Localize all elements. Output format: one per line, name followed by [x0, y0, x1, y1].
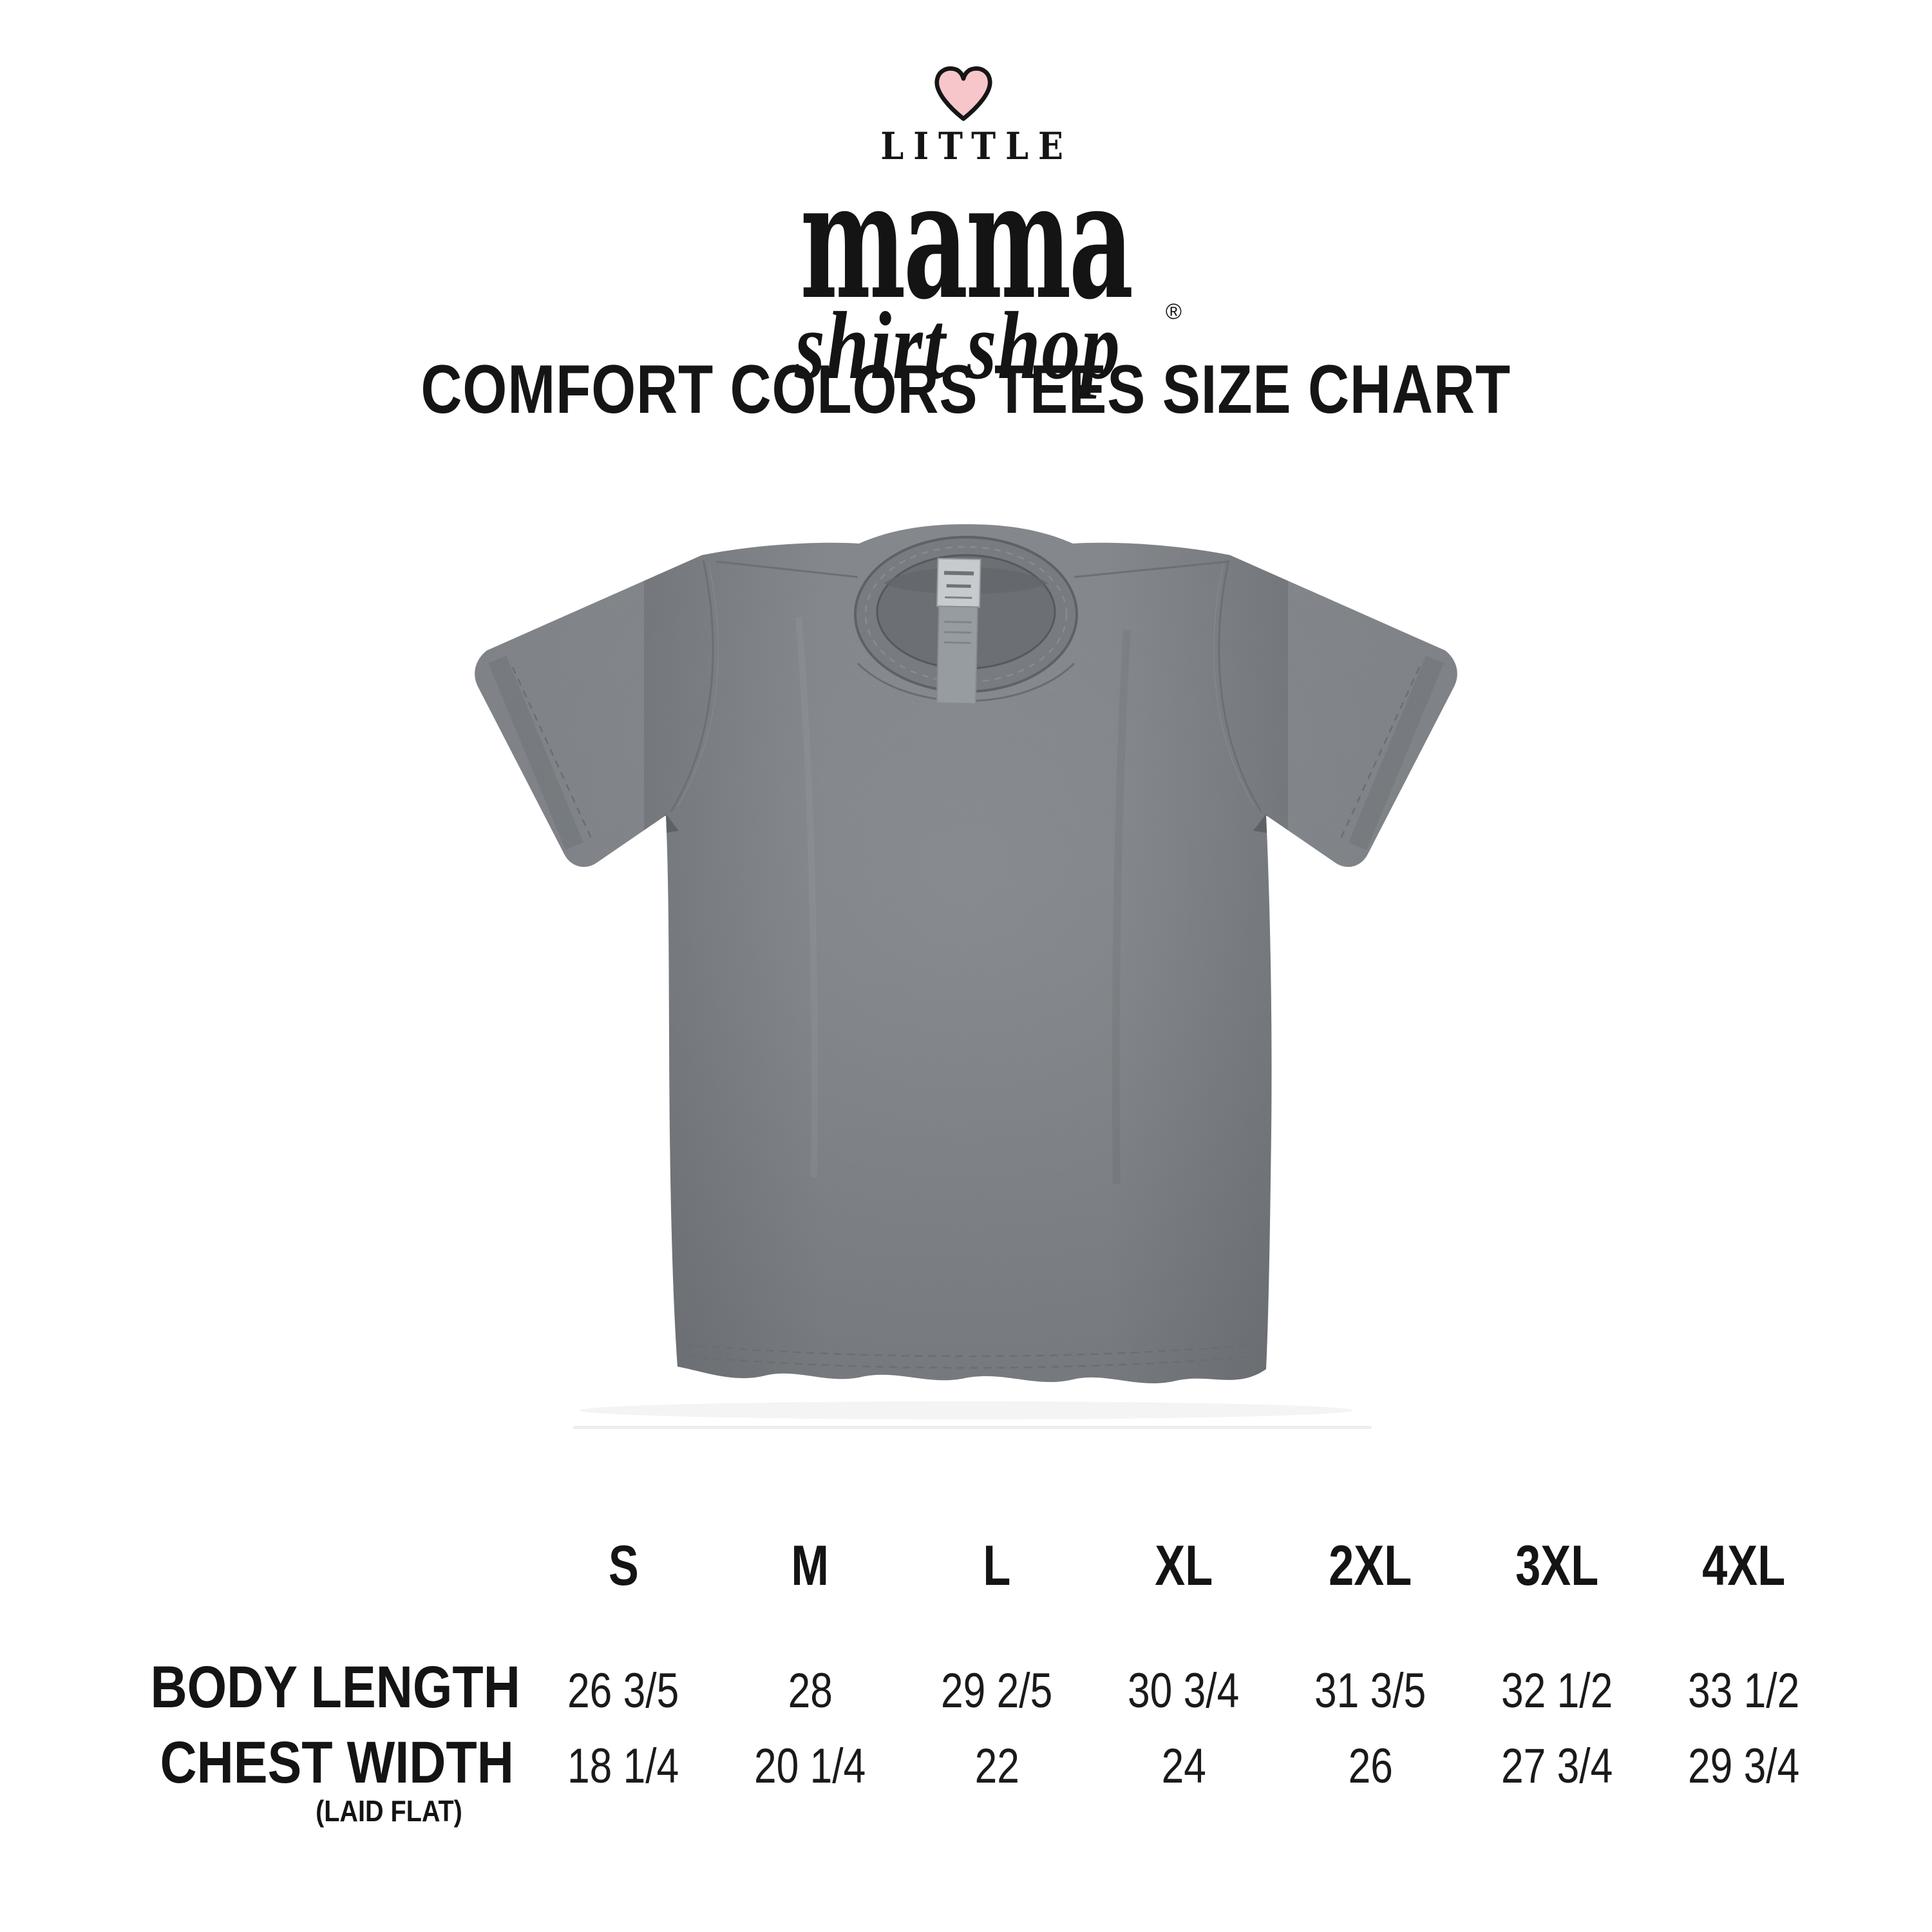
- brand-word-shirt-shop-text: shirt shop: [795, 292, 1121, 399]
- size-column-header: 3XL: [1515, 1533, 1599, 1597]
- row-label-body-length: BODY LENGTH: [150, 1654, 520, 1720]
- table-row-body-length: BODY LENGTH 26 3/5 28 29 2/5 30 3/4 31 3…: [90, 1658, 1837, 1717]
- tshirt-photo: [464, 501, 1468, 1467]
- measurement-value: 32 1/2: [1501, 1663, 1613, 1718]
- size-column-header: L: [983, 1533, 1011, 1597]
- size-column-header: 2XL: [1329, 1533, 1412, 1597]
- registered-trademark-symbol: ®: [1165, 299, 1182, 324]
- measurement-value: 26 3/5: [567, 1663, 679, 1718]
- measurement-value: 22: [974, 1739, 1019, 1794]
- measurement-value: 20 1/4: [754, 1739, 866, 1794]
- photo-shadow: [580, 1401, 1352, 1419]
- size-table-header-row: S M L XL 2XL 3XL 4XL: [90, 1537, 1837, 1594]
- brand-word-mama: mama: [0, 160, 1932, 321]
- table-row-chest-width: CHEST WIDTH (LAID FLAT) 18 1/4 20 1/4 22…: [90, 1733, 1837, 1826]
- size-column-header: S: [608, 1533, 639, 1597]
- measurement-value: 28: [788, 1663, 833, 1718]
- measurement-value: 29 3/4: [1688, 1739, 1800, 1794]
- row-label-chest-width: CHEST WIDTH (LAID FLAT): [90, 1733, 530, 1826]
- page-title: COMFORT COLORS TEES SIZE CHART: [0, 355, 1932, 424]
- measurement-value: 24: [1161, 1739, 1206, 1794]
- brand-word-shirt-shop: shirt shop ®: [0, 298, 1932, 394]
- size-column-header: XL: [1155, 1533, 1213, 1597]
- measurement-value: 31 3/5: [1314, 1663, 1426, 1718]
- tshirt-graphic: [475, 524, 1457, 1429]
- size-column-header: M: [791, 1533, 829, 1597]
- size-column-header: 4XL: [1702, 1533, 1786, 1597]
- brand-word-little-text: LITTLE: [880, 124, 1074, 168]
- measurement-value: 33 1/2: [1688, 1663, 1800, 1718]
- measurement-value: 18 1/4: [567, 1739, 679, 1794]
- page-title-text: COMFORT COLORS TEES SIZE CHART: [421, 350, 1511, 428]
- heart-icon: [934, 66, 992, 121]
- photo-edge-smudge: [573, 1426, 1372, 1429]
- measurement-value: 30 3/4: [1128, 1663, 1240, 1718]
- row-sublabel-laid-flat: (LAID FLAT): [316, 1794, 462, 1828]
- brand-word-mama-text: mama: [800, 146, 1134, 335]
- brand-word-little: LITTLE: [0, 128, 1932, 165]
- measurement-value: 27 3/4: [1501, 1739, 1613, 1794]
- measurement-value: 26: [1348, 1739, 1393, 1794]
- measurement-value: 29 2/5: [941, 1663, 1053, 1718]
- fabric-texture: [475, 524, 1457, 1384]
